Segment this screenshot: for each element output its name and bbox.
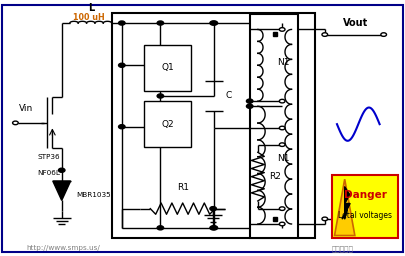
Text: http://www.smps.us/: http://www.smps.us/	[26, 245, 100, 251]
Text: N1: N1	[276, 58, 289, 67]
Circle shape	[279, 126, 284, 130]
Text: C: C	[225, 91, 231, 101]
Text: Vin: Vin	[19, 104, 33, 113]
Bar	[111, 13, 314, 238]
Circle shape	[321, 33, 327, 36]
Circle shape	[118, 21, 125, 25]
Text: 电路一点通: 电路一点通	[331, 245, 353, 252]
Circle shape	[157, 226, 163, 230]
Circle shape	[321, 217, 327, 221]
Text: R1: R1	[176, 183, 188, 192]
Text: L: L	[88, 3, 94, 13]
Circle shape	[279, 143, 284, 146]
Text: MBR1035: MBR1035	[76, 191, 111, 198]
Circle shape	[209, 226, 216, 230]
Circle shape	[246, 104, 252, 108]
Circle shape	[211, 226, 217, 230]
Circle shape	[118, 125, 125, 129]
Text: Letal voltages: Letal voltages	[337, 210, 392, 220]
Circle shape	[211, 21, 217, 25]
Text: Vout: Vout	[342, 18, 367, 28]
Circle shape	[58, 168, 65, 172]
Text: STP36: STP36	[37, 154, 60, 159]
Text: NF06L: NF06L	[37, 170, 60, 176]
Circle shape	[279, 222, 284, 226]
Circle shape	[118, 63, 125, 67]
Polygon shape	[53, 181, 70, 200]
Text: Q2: Q2	[161, 120, 174, 129]
Text: R2: R2	[269, 172, 280, 181]
Circle shape	[380, 33, 386, 36]
Text: Danger: Danger	[343, 189, 386, 200]
Circle shape	[246, 99, 252, 103]
Circle shape	[157, 94, 163, 98]
Bar	[249, 14, 298, 238]
Circle shape	[209, 21, 216, 25]
Circle shape	[209, 207, 216, 211]
Bar	[144, 101, 190, 147]
Circle shape	[157, 21, 163, 25]
Bar	[331, 175, 397, 238]
Text: Q1: Q1	[161, 63, 174, 72]
Circle shape	[279, 207, 284, 210]
Polygon shape	[334, 179, 354, 236]
Text: N1: N1	[276, 154, 289, 163]
Bar	[144, 45, 190, 91]
Polygon shape	[341, 187, 349, 219]
Circle shape	[13, 121, 18, 125]
Circle shape	[380, 217, 386, 221]
Text: 100 uH: 100 uH	[72, 13, 104, 22]
Circle shape	[279, 28, 284, 31]
Circle shape	[279, 99, 284, 103]
